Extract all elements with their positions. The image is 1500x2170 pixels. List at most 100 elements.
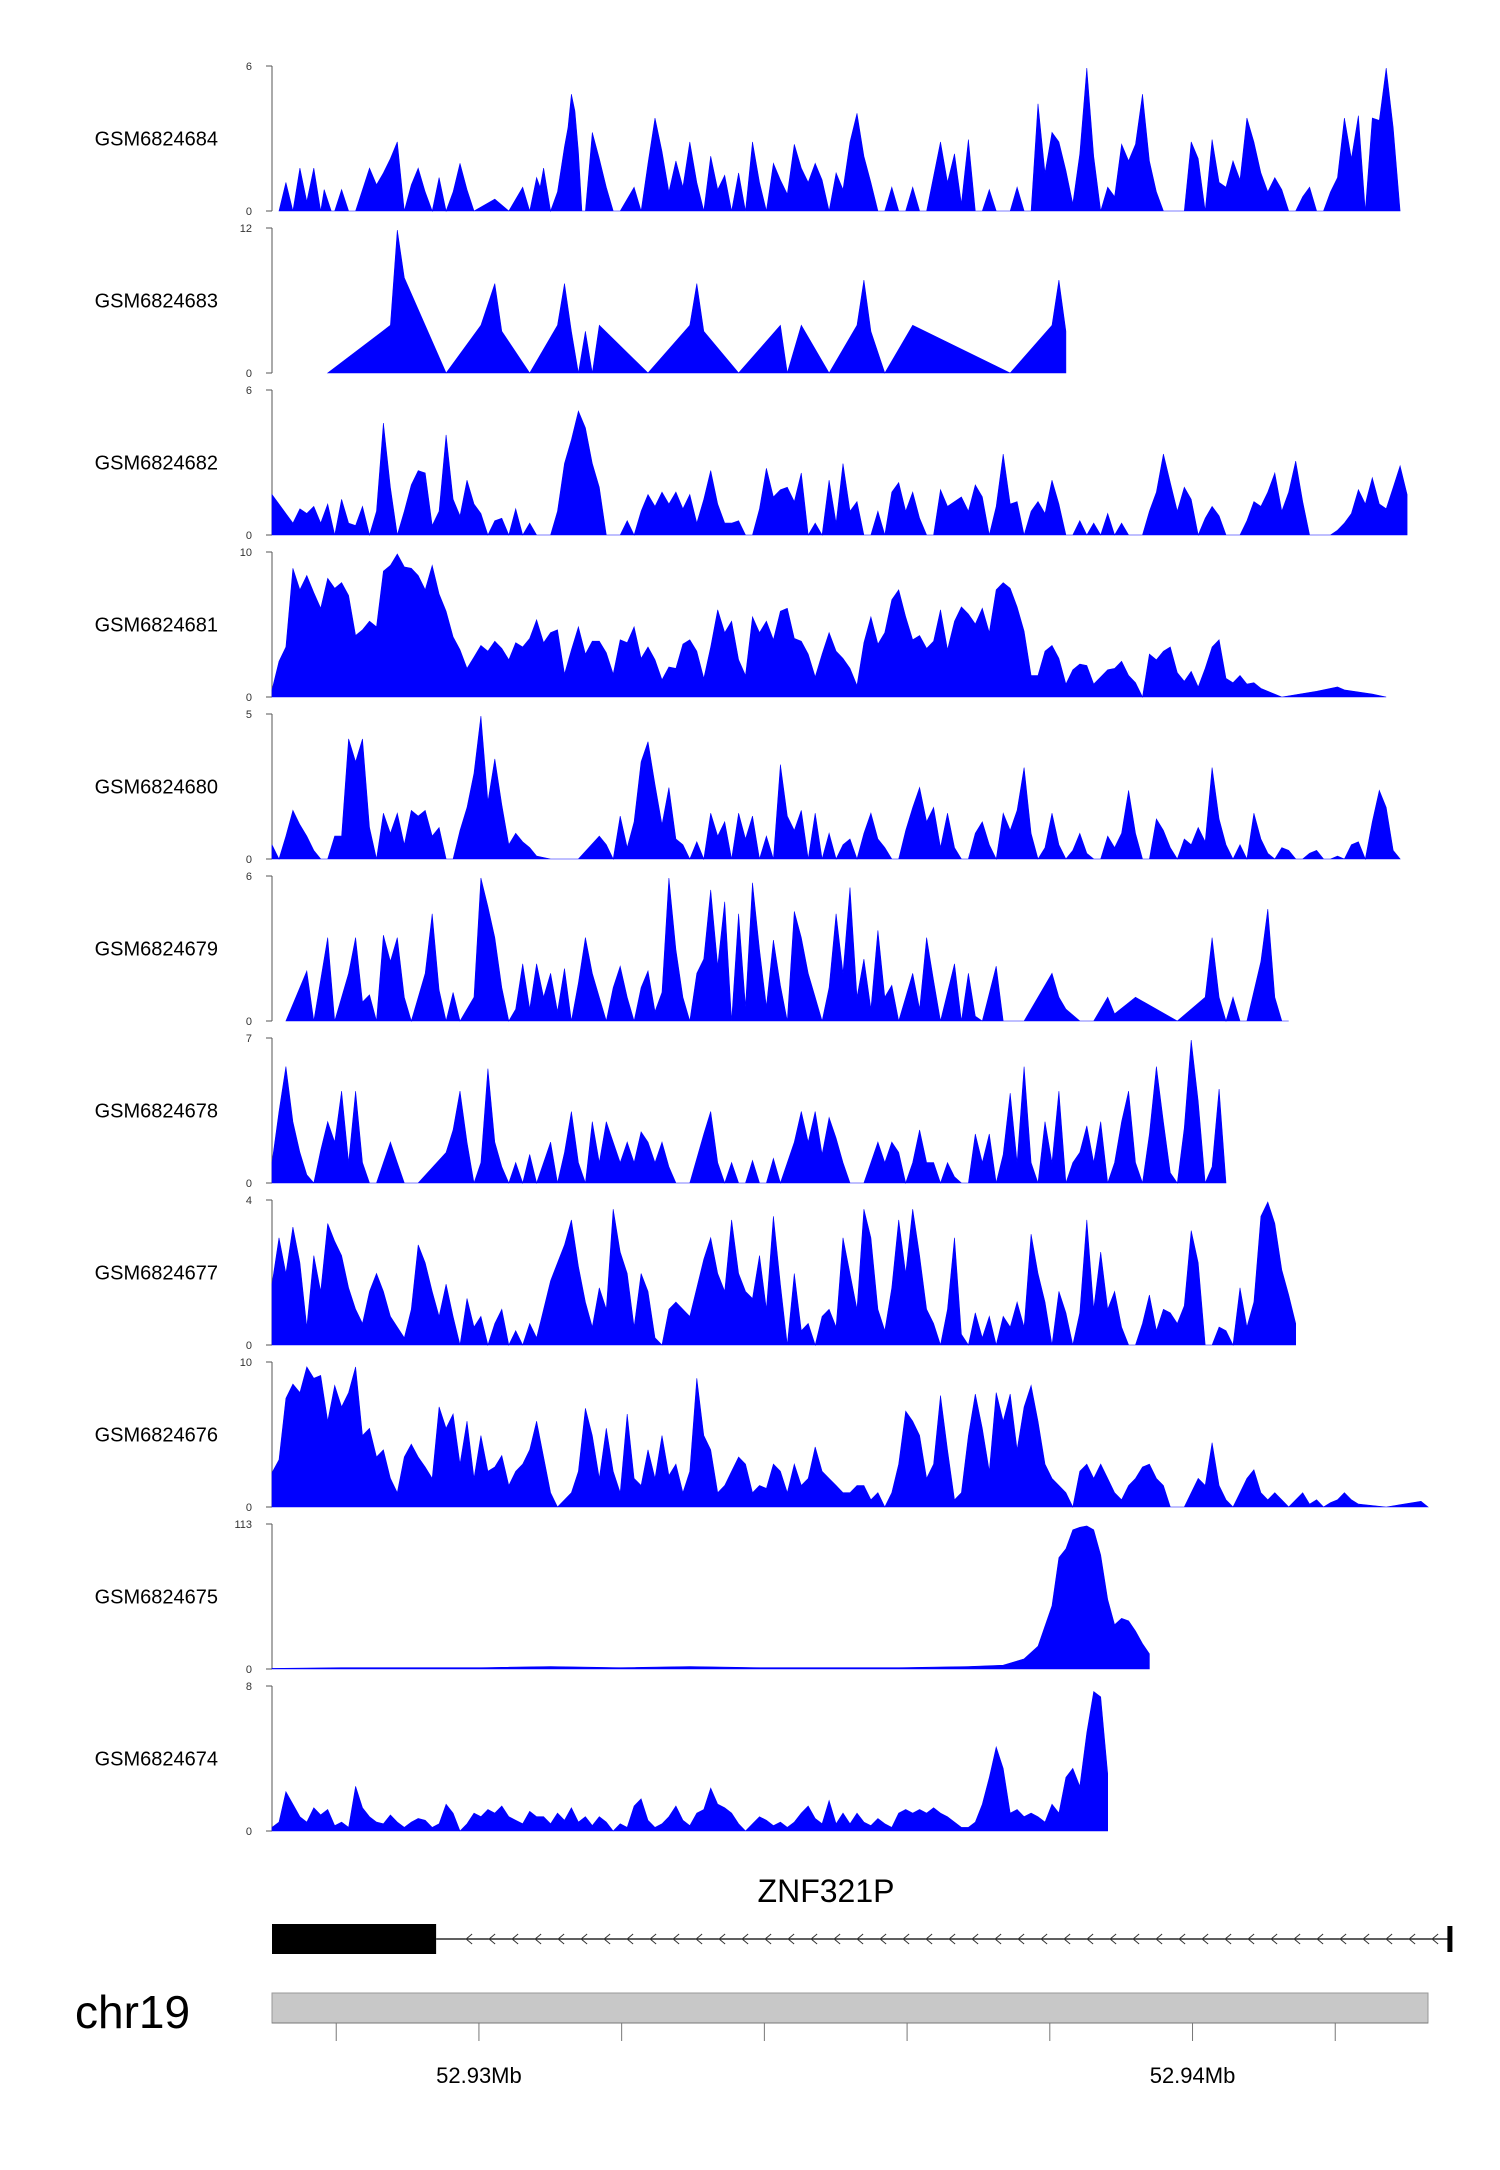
chromosome-band (271, 1992, 1429, 2024)
track-label: GSM6824674 (95, 1749, 218, 1771)
strand-arrow (557, 1933, 565, 1945)
track-GSM6824683: GSM6824683 12 0 (95, 223, 1067, 380)
strand-arrow (1063, 1933, 1071, 1945)
track-ymax-label: 10 (240, 1357, 252, 1369)
track-label: GSM6824675 (95, 1587, 218, 1609)
track-ymin-label: 0 (246, 530, 252, 542)
coverage-area (285, 877, 1289, 1023)
coverage-area (271, 553, 1387, 698)
strand-arrow (1362, 1933, 1370, 1945)
coverage-area (271, 410, 1408, 537)
track-label: GSM6824681 (95, 615, 218, 637)
track-GSM6824682: GSM6824682 6 0 (95, 385, 1408, 542)
strand-arrow (649, 1933, 657, 1945)
gene-end-tick (1447, 1926, 1453, 1952)
coverage-area (271, 1201, 1296, 1347)
strand-arrow (994, 1933, 1002, 1945)
track-ymax-label: 4 (246, 1195, 252, 1207)
gene-name-label: ZNF321P (758, 1873, 895, 1909)
strand-arrow (1385, 1933, 1393, 1945)
strand-arrow (787, 1933, 795, 1945)
track-GSM6824679: GSM6824679 6 0 (95, 871, 1289, 1028)
axis-ticks: 52.93Mb 52.94Mb (335, 2023, 1336, 2088)
strand-arrow (626, 1933, 634, 1945)
strand-arrow (879, 1933, 887, 1945)
strand-arrow (856, 1933, 864, 1945)
strand-arrow (1431, 1933, 1439, 1945)
track-GSM6824684: GSM6824684 6 0 (95, 61, 1401, 218)
track-ymax-label: 12 (240, 223, 252, 235)
gene-strand-arrows (465, 1933, 1439, 1945)
strand-arrow (1109, 1933, 1117, 1945)
coverage-area (326, 229, 1067, 374)
track-label: GSM6824676 (95, 1425, 218, 1447)
track-label: GSM6824684 (95, 129, 218, 151)
strand-arrow (695, 1933, 703, 1945)
strand-arrow (1040, 1933, 1048, 1945)
coverage-area (271, 1691, 1108, 1832)
track-label: GSM6824683 (95, 291, 218, 313)
track-ymax-label: 6 (246, 61, 252, 73)
strand-arrow (925, 1933, 933, 1945)
track-ymin-label: 0 (246, 692, 252, 704)
track-ymin-label: 0 (246, 854, 252, 866)
track-ymin-label: 0 (246, 1664, 252, 1676)
strand-arrow (1316, 1933, 1324, 1945)
strand-arrow (902, 1933, 910, 1945)
gene-exon-block (272, 1924, 437, 1954)
axis-tick-label: 52.93Mb (436, 2063, 522, 2088)
strand-arrow (1178, 1933, 1186, 1945)
strand-arrow (1270, 1933, 1278, 1945)
track-GSM6824677: GSM6824677 4 0 (95, 1195, 1296, 1352)
track-ymin-label: 0 (246, 1016, 252, 1028)
strand-arrow (1201, 1933, 1209, 1945)
chromosome-label: chr19 (75, 1986, 190, 2038)
coverage-area (271, 1366, 1429, 1508)
track-ymax-label: 5 (246, 709, 252, 721)
strand-arrow (1247, 1933, 1255, 1945)
strand-arrow (580, 1933, 588, 1945)
track-ymin-label: 0 (246, 1502, 252, 1514)
strand-arrow (1086, 1933, 1094, 1945)
strand-arrow (741, 1933, 749, 1945)
gene-track: ZNF321P (272, 1873, 1453, 1954)
track-label: GSM6824680 (95, 777, 218, 799)
track-GSM6824675: GSM6824675 113 0 (95, 1519, 1150, 1676)
track-label: GSM6824678 (95, 1101, 218, 1123)
track-ymin-label: 0 (246, 368, 252, 380)
track-ymax-label: 113 (234, 1519, 252, 1531)
coverage-area (278, 67, 1401, 213)
strand-arrow (465, 1933, 473, 1945)
strand-arrow (948, 1933, 956, 1945)
track-GSM6824674: GSM6824674 8 0 (95, 1681, 1108, 1838)
track-ymax-label: 6 (246, 385, 252, 397)
strand-arrow (833, 1933, 841, 1945)
track-ymax-label: 10 (240, 547, 252, 559)
strand-arrow (1017, 1933, 1025, 1945)
track-GSM6824681: GSM6824681 10 0 (95, 547, 1387, 704)
track-ymin-label: 0 (246, 1178, 252, 1190)
strand-arrow (672, 1933, 680, 1945)
track-label: GSM6824682 (95, 453, 218, 475)
strand-arrow (534, 1933, 542, 1945)
track-label: GSM6824677 (95, 1263, 218, 1285)
track-label: GSM6824679 (95, 939, 218, 961)
strand-arrow (488, 1933, 496, 1945)
coverage-area (271, 715, 1401, 861)
track-ymin-label: 0 (246, 1340, 252, 1352)
strand-arrow (1339, 1933, 1347, 1945)
strand-arrow (764, 1933, 772, 1945)
strand-arrow (511, 1933, 519, 1945)
strand-arrow (718, 1933, 726, 1945)
strand-arrow (1293, 1933, 1301, 1945)
track-GSM6824680: GSM6824680 5 0 (95, 709, 1401, 866)
track-GSM6824678: GSM6824678 7 0 (95, 1033, 1227, 1190)
strand-arrow (603, 1933, 611, 1945)
tracks-layer: GSM682468460GSM6824683120GSM682468260GSM… (95, 61, 1429, 1838)
strand-arrow (810, 1933, 818, 1945)
strand-arrow (1132, 1933, 1140, 1945)
track-ymax-label: 6 (246, 871, 252, 883)
coverage-area (271, 1039, 1227, 1185)
track-ymin-label: 0 (246, 206, 252, 218)
